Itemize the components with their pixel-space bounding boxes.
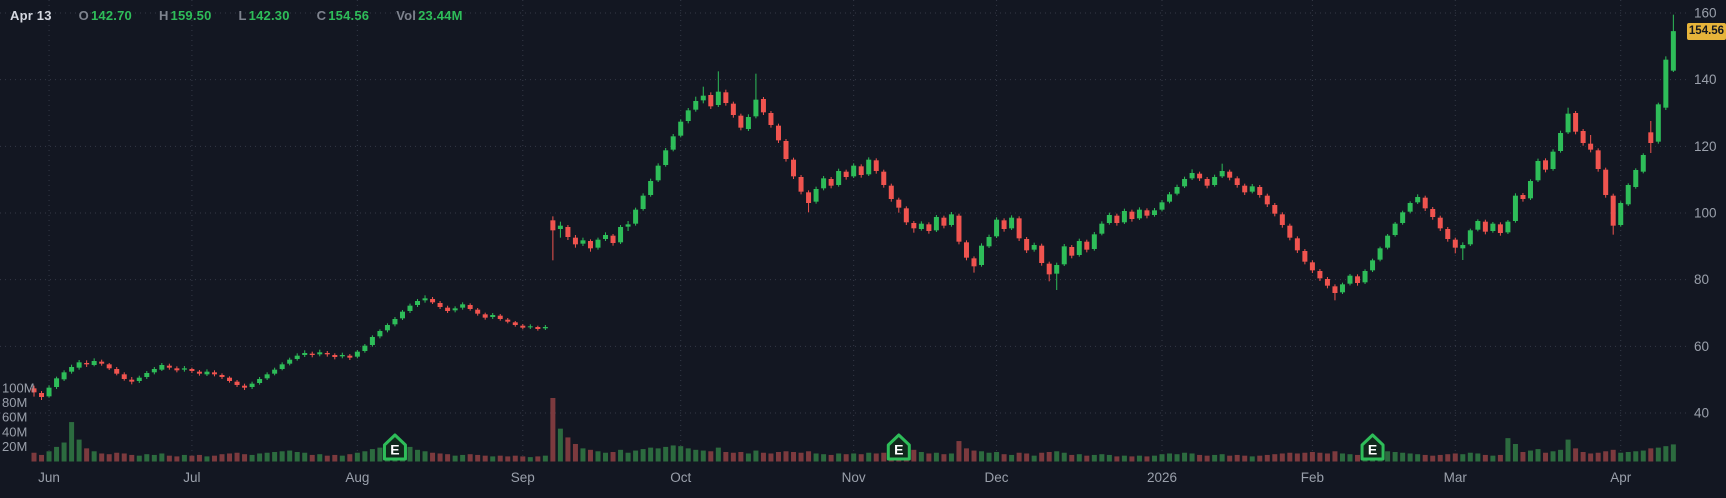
earnings-icon[interactable]: E (382, 433, 407, 461)
price-tick: 120 (1694, 139, 1717, 154)
time-tick: Jul (183, 470, 200, 485)
price-tick: 60 (1694, 339, 1709, 354)
volume-tick: 40M (2, 424, 27, 439)
price-tick: 100 (1694, 206, 1717, 221)
price-axis[interactable]: 160 140 120 100 80 60 40 (1694, 6, 1717, 421)
time-tick: Apr (1610, 470, 1632, 485)
legend-low: L 142.30 (238, 8, 290, 23)
earnings-icon[interactable]: E (886, 433, 911, 461)
legend-open: O 142.70 (78, 8, 132, 23)
volume-tick: 60M (2, 410, 27, 425)
price-tick: 80 (1694, 272, 1709, 287)
time-tick: 2026 (1147, 470, 1177, 485)
grid (0, 0, 1686, 463)
price-tick: 160 (1694, 6, 1717, 21)
volume-tick: 80M (2, 395, 27, 410)
svg-text:E: E (1368, 442, 1377, 458)
legend-date: Apr 13 (10, 8, 52, 23)
time-tick: Aug (345, 470, 369, 485)
candles (31, 14, 1676, 400)
time-tick: Sep (511, 470, 535, 485)
time-tick: Mar (1444, 470, 1468, 485)
time-tick: Oct (670, 470, 691, 485)
legend-close: C 154.56 (316, 8, 370, 23)
volume-tick: 100M (2, 381, 35, 396)
legend-volume: Vol 23.44M (396, 8, 463, 23)
volume-tick: 20M (2, 439, 27, 454)
price-tick: 140 (1694, 72, 1717, 87)
time-tick: Jun (38, 470, 60, 485)
ohlc-legend: Apr 13 O 142.70 H 159.50 L 142.30 C 154.56 V… (10, 8, 463, 23)
svg-text:E: E (390, 442, 399, 458)
time-tick: Dec (985, 470, 1009, 485)
earnings-icon[interactable]: E (1360, 433, 1385, 461)
last-price-label: 154.56 (1687, 22, 1726, 40)
time-axis[interactable]: Jun Jul Aug Sep Oct Nov Dec 2026 Feb Mar Apr (38, 470, 1632, 485)
time-tick: Nov (842, 470, 866, 485)
time-tick: Feb (1301, 470, 1324, 485)
svg-text:E: E (894, 442, 903, 458)
legend-high: H 159.50 (158, 8, 212, 23)
price-tick: 40 (1694, 406, 1709, 421)
volume-bars (31, 397, 1676, 462)
